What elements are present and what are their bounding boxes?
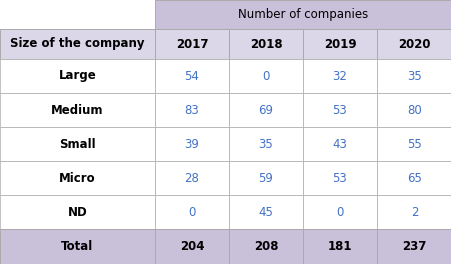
Text: 28: 28 bbox=[184, 172, 199, 185]
Text: Total: Total bbox=[61, 240, 93, 253]
Text: 35: 35 bbox=[258, 138, 273, 150]
Bar bbox=[302, 127, 376, 161]
Bar bbox=[0, 127, 155, 161]
Bar bbox=[155, 229, 229, 264]
Text: 204: 204 bbox=[179, 240, 204, 253]
Bar bbox=[0, 0, 155, 29]
Bar bbox=[0, 59, 155, 93]
Text: 0: 0 bbox=[188, 205, 195, 219]
Bar bbox=[229, 127, 302, 161]
Text: 54: 54 bbox=[184, 69, 199, 82]
Bar bbox=[0, 161, 155, 195]
Text: 2020: 2020 bbox=[397, 37, 430, 50]
Text: 2: 2 bbox=[410, 205, 417, 219]
Bar bbox=[302, 59, 376, 93]
Text: 83: 83 bbox=[184, 103, 199, 116]
Bar bbox=[302, 93, 376, 127]
Bar bbox=[155, 195, 229, 229]
Bar bbox=[0, 93, 155, 127]
Bar bbox=[376, 93, 451, 127]
Text: 2019: 2019 bbox=[323, 37, 355, 50]
Text: 53: 53 bbox=[332, 103, 347, 116]
Bar bbox=[155, 0, 451, 29]
Text: 53: 53 bbox=[332, 172, 347, 185]
Bar bbox=[376, 161, 451, 195]
Text: 45: 45 bbox=[258, 205, 273, 219]
Text: 0: 0 bbox=[262, 69, 269, 82]
Bar bbox=[155, 161, 229, 195]
Text: 2018: 2018 bbox=[249, 37, 282, 50]
Bar bbox=[0, 229, 155, 264]
Bar bbox=[229, 161, 302, 195]
Bar bbox=[155, 59, 229, 93]
Bar bbox=[155, 29, 229, 59]
Text: 181: 181 bbox=[327, 240, 351, 253]
Bar bbox=[229, 29, 302, 59]
Bar bbox=[376, 229, 451, 264]
Text: 0: 0 bbox=[336, 205, 343, 219]
Bar bbox=[302, 195, 376, 229]
Bar bbox=[376, 127, 451, 161]
Bar bbox=[155, 127, 229, 161]
Bar bbox=[229, 59, 302, 93]
Bar bbox=[0, 195, 155, 229]
Bar bbox=[155, 93, 229, 127]
Bar bbox=[376, 59, 451, 93]
Text: 2017: 2017 bbox=[175, 37, 208, 50]
Text: 237: 237 bbox=[401, 240, 426, 253]
Text: 59: 59 bbox=[258, 172, 273, 185]
Bar bbox=[302, 29, 376, 59]
Bar bbox=[229, 195, 302, 229]
Bar bbox=[302, 161, 376, 195]
Text: 208: 208 bbox=[253, 240, 278, 253]
Text: Small: Small bbox=[59, 138, 96, 150]
Text: ND: ND bbox=[68, 205, 87, 219]
Bar bbox=[376, 195, 451, 229]
Text: Number of companies: Number of companies bbox=[238, 8, 368, 21]
Text: 55: 55 bbox=[406, 138, 421, 150]
Bar bbox=[0, 29, 155, 59]
Text: Size of the company: Size of the company bbox=[10, 37, 144, 50]
Text: Micro: Micro bbox=[59, 172, 96, 185]
Text: 69: 69 bbox=[258, 103, 273, 116]
Bar bbox=[229, 93, 302, 127]
Text: 80: 80 bbox=[406, 103, 421, 116]
Text: 39: 39 bbox=[184, 138, 199, 150]
Text: Medium: Medium bbox=[51, 103, 104, 116]
Text: 43: 43 bbox=[332, 138, 347, 150]
Text: 32: 32 bbox=[332, 69, 347, 82]
Text: 35: 35 bbox=[406, 69, 421, 82]
Text: Large: Large bbox=[59, 69, 96, 82]
Bar bbox=[229, 229, 302, 264]
Text: 65: 65 bbox=[406, 172, 421, 185]
Bar bbox=[302, 229, 376, 264]
Bar bbox=[376, 29, 451, 59]
